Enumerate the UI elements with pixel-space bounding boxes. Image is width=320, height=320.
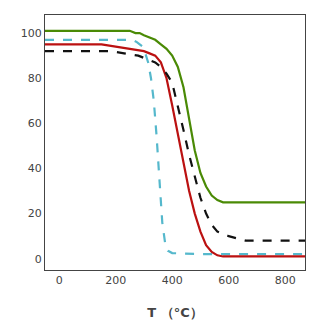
svg-text:T （°C）: T （°C） — [147, 305, 202, 320]
svg-text:0: 0 — [56, 274, 63, 287]
svg-text:200: 200 — [105, 274, 126, 287]
svg-text:80: 80 — [28, 72, 42, 85]
svg-text:800: 800 — [275, 274, 296, 287]
svg-text:400: 400 — [162, 274, 183, 287]
svg-text:20: 20 — [28, 207, 42, 220]
svg-text:60: 60 — [28, 117, 42, 130]
svg-text:600: 600 — [218, 274, 239, 287]
svg-text:40: 40 — [28, 162, 42, 175]
svg-text:100: 100 — [21, 27, 42, 40]
svg-text:0: 0 — [35, 253, 42, 266]
